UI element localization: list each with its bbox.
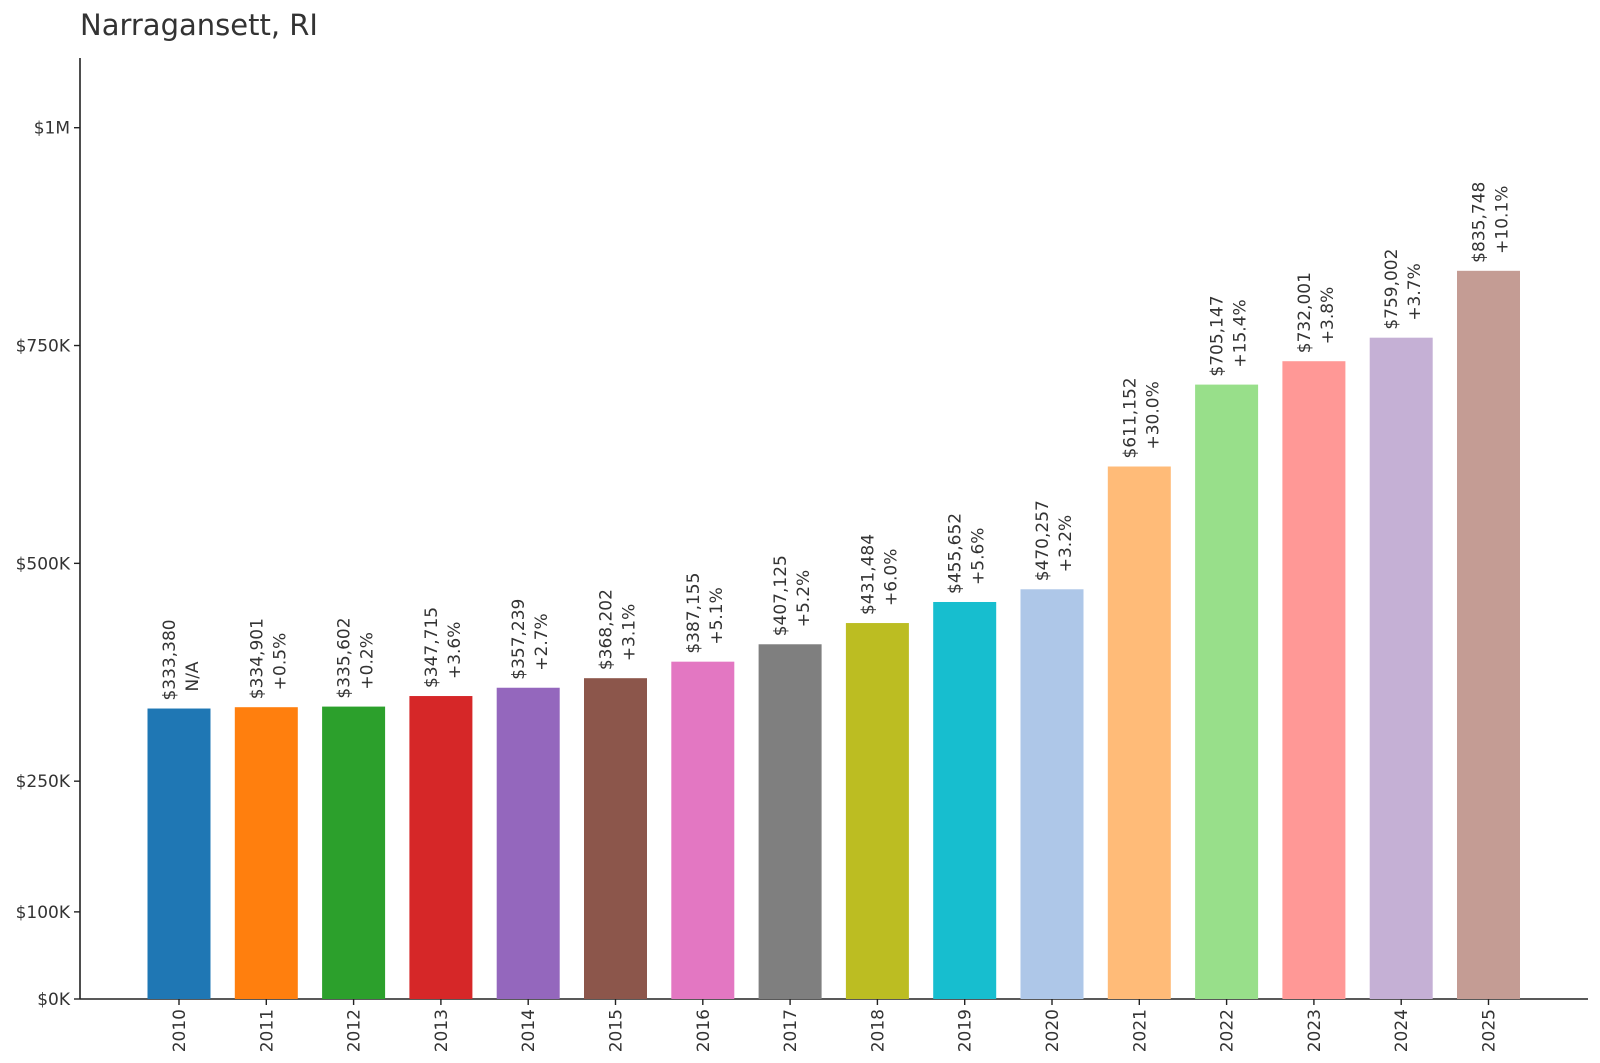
value-label: $732,001 bbox=[1295, 272, 1315, 353]
value-label: $611,152 bbox=[1120, 377, 1140, 458]
bar-2021 bbox=[1107, 466, 1171, 1000]
change-label: +0.2% bbox=[358, 632, 378, 689]
value-label: $835,748 bbox=[1470, 182, 1490, 263]
y-tick-label: $750K bbox=[16, 337, 71, 357]
change-label: +2.7% bbox=[532, 613, 552, 670]
value-label: $368,202 bbox=[597, 589, 617, 670]
change-label: N/A bbox=[183, 661, 203, 691]
x-tick-label: 2025 bbox=[1480, 1009, 1500, 1052]
change-label: +6.0% bbox=[881, 549, 901, 606]
bar-2018 bbox=[845, 623, 909, 999]
x-tick-label: 2017 bbox=[781, 1009, 801, 1052]
x-tick-label: 2021 bbox=[1130, 1009, 1150, 1052]
change-label: +5.2% bbox=[794, 570, 814, 627]
x-tick-label: 2024 bbox=[1392, 1009, 1412, 1052]
change-label: +5.1% bbox=[707, 587, 727, 644]
y-tick-label: $1M bbox=[34, 119, 70, 139]
bar-2025 bbox=[1457, 270, 1520, 999]
y-tick-label: $500K bbox=[16, 554, 71, 574]
change-label: +30.0% bbox=[1143, 381, 1163, 449]
change-label: +5.6% bbox=[969, 528, 989, 585]
value-label: $357,239 bbox=[509, 599, 529, 680]
y-tick-label: $100K bbox=[16, 903, 71, 923]
value-label: $759,002 bbox=[1382, 249, 1402, 330]
bar-2017 bbox=[758, 644, 822, 999]
bar-2013 bbox=[409, 696, 473, 999]
change-label: +10.1% bbox=[1493, 186, 1513, 254]
value-label: $455,652 bbox=[946, 513, 966, 594]
bar-2022 bbox=[1195, 384, 1259, 999]
change-label: +0.5% bbox=[270, 633, 290, 690]
x-tick-label: 2023 bbox=[1305, 1009, 1325, 1052]
bar-2011 bbox=[234, 707, 298, 999]
x-tick-label: 2016 bbox=[694, 1009, 714, 1052]
value-label: $470,257 bbox=[1033, 500, 1053, 581]
change-label: +3.1% bbox=[620, 604, 640, 661]
x-tick-label: 2020 bbox=[1043, 1009, 1063, 1052]
bar-2016 bbox=[671, 661, 735, 999]
change-label: +15.4% bbox=[1231, 299, 1251, 367]
data-labels-group: $333,380 N/A $334,901 +0.5% $335,602 +0.2% $34… bbox=[160, 182, 1513, 701]
value-label: $335,602 bbox=[335, 617, 355, 698]
y-tick-label: $0K bbox=[37, 990, 71, 1010]
change-label: +3.6% bbox=[445, 622, 465, 679]
value-label: $347,715 bbox=[422, 607, 442, 688]
x-tick-label: 2018 bbox=[868, 1009, 888, 1052]
bar-2019 bbox=[933, 601, 997, 999]
value-label: $334,901 bbox=[247, 618, 267, 699]
x-axis: 2010 2011 2012 2013 2014 2015 2016 2017 2018 2019… bbox=[80, 998, 1588, 1052]
bar-2012 bbox=[322, 706, 386, 999]
y-tick-label: $250K bbox=[16, 772, 71, 792]
x-tick-label: 2011 bbox=[257, 1009, 277, 1052]
bar-2020 bbox=[1020, 589, 1084, 999]
value-label: $333,380 bbox=[160, 619, 180, 700]
y-axis: $0K $100K $250K $500K $750K $1M bbox=[16, 58, 81, 1010]
x-tick-label: 2013 bbox=[432, 1009, 452, 1052]
x-tick-label: 2012 bbox=[345, 1009, 365, 1052]
x-tick-label: 2015 bbox=[607, 1009, 627, 1052]
value-label: $705,147 bbox=[1208, 295, 1228, 376]
chart-title: Narragansett, RI bbox=[80, 8, 318, 42]
value-label: $431,484 bbox=[858, 534, 878, 615]
bar-2010 bbox=[147, 708, 211, 999]
bars-group bbox=[147, 270, 1520, 1000]
bar-2024 bbox=[1369, 337, 1433, 1000]
value-label: $407,125 bbox=[771, 555, 791, 636]
bar-2023 bbox=[1282, 361, 1346, 1000]
x-tick-label: 2022 bbox=[1218, 1009, 1238, 1052]
x-tick-label: 2014 bbox=[519, 1009, 539, 1052]
bar-2014 bbox=[496, 687, 560, 999]
change-label: +3.7% bbox=[1405, 263, 1425, 320]
change-label: +3.2% bbox=[1056, 515, 1076, 572]
value-label: $387,155 bbox=[684, 573, 704, 654]
bar-2015 bbox=[584, 678, 647, 999]
change-label: +3.8% bbox=[1318, 287, 1338, 344]
x-tick-label: 2019 bbox=[956, 1009, 976, 1052]
x-tick-label: 2010 bbox=[170, 1009, 190, 1052]
